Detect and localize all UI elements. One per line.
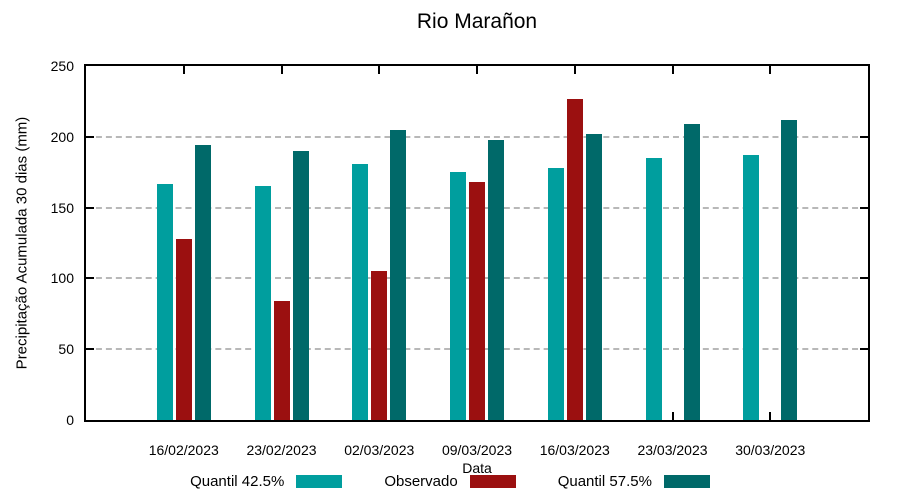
bar-observado (469, 182, 485, 420)
y-axis-label: Precipitação Acumulada 30 dias (mm) (13, 116, 31, 370)
legend-swatch-observado (469, 475, 516, 488)
bar-quantil-42-5- (450, 172, 466, 420)
y-tick-right (860, 348, 868, 351)
x-tick-label: 09/03/2023 (441, 442, 513, 458)
bar-quantil-42-5- (254, 186, 271, 420)
bar-quantil-42-5- (743, 155, 760, 420)
x-tick-top (769, 66, 772, 74)
bar-quantil-42-5- (547, 168, 564, 420)
x-tick-label: 02/03/2023 (344, 442, 415, 458)
bar-quantil-57-5- (781, 120, 798, 420)
x-tick-top (573, 66, 576, 74)
chart-title: Rio Marañon (416, 10, 538, 33)
x-tick-top (476, 66, 478, 74)
bar-quantil-57-5- (390, 130, 407, 420)
bar-observado (371, 271, 388, 420)
bar-quantil-42-5- (352, 164, 369, 420)
x-tick-top (182, 66, 185, 74)
y-tick-right (860, 277, 868, 280)
x-tick-label: 16/02/2023 (148, 442, 219, 458)
y-tick-label: 150 (50, 199, 74, 216)
x-axis-label: Data (462, 460, 492, 476)
y-tick-left (86, 206, 94, 209)
x-tick-bottom (769, 412, 772, 420)
plot-area (84, 64, 870, 422)
bar-quantil-42-5- (156, 184, 173, 420)
bar-quantil-57-5- (292, 151, 309, 420)
y-tick-left (86, 277, 94, 280)
x-tick-top (378, 66, 381, 74)
y-tick-label: 250 (50, 58, 74, 74)
x-tick-label: 23/03/2023 (637, 442, 708, 458)
bar-quantil-42-5- (645, 158, 662, 420)
y-tick-label: 100 (50, 270, 74, 287)
bar-observado (566, 99, 583, 420)
legend-label: Quantil 57.5% (557, 473, 652, 490)
legend-swatch-quantil-57-5 (663, 475, 710, 488)
y-tick-left (86, 135, 94, 138)
bar-quantil-57-5- (585, 134, 602, 420)
y-tick-label: 0 (66, 412, 74, 428)
x-tick-label: 30/03/2023 (735, 442, 806, 458)
legend-item-quantil-57-5: Quantil 57.5% (558, 473, 710, 490)
y-tick-label: 50 (58, 341, 74, 358)
legend-label: Observado (384, 473, 458, 490)
gridline-y-200 (86, 135, 868, 138)
x-tick-label: 23/02/2023 (246, 442, 317, 458)
x-tick-bottom (671, 412, 674, 420)
x-tick-top (671, 66, 674, 74)
bar-quantil-57-5- (194, 145, 211, 420)
bar-quantil-57-5- (683, 124, 700, 420)
legend-item-observado: Observado (384, 473, 516, 490)
legend-item-quantil-42-5: Quantil 42.5% (190, 473, 343, 490)
legend-swatch-quantil-42-5 (296, 475, 343, 488)
y-tick-right (860, 206, 868, 209)
x-tick-label: 16/03/2023 (539, 442, 610, 458)
y-tick-left (86, 348, 94, 351)
bar-quantil-57-5- (488, 140, 504, 420)
legend: Quantil 42.5% Observado Quantil 57.5% (0, 473, 900, 490)
legend-label: Quantil 42.5% (190, 473, 285, 490)
y-tick-label: 200 (50, 128, 74, 145)
bar-observado (273, 301, 290, 420)
bar-observado (175, 239, 192, 420)
x-tick-top (280, 66, 283, 74)
y-tick-right (860, 135, 868, 138)
